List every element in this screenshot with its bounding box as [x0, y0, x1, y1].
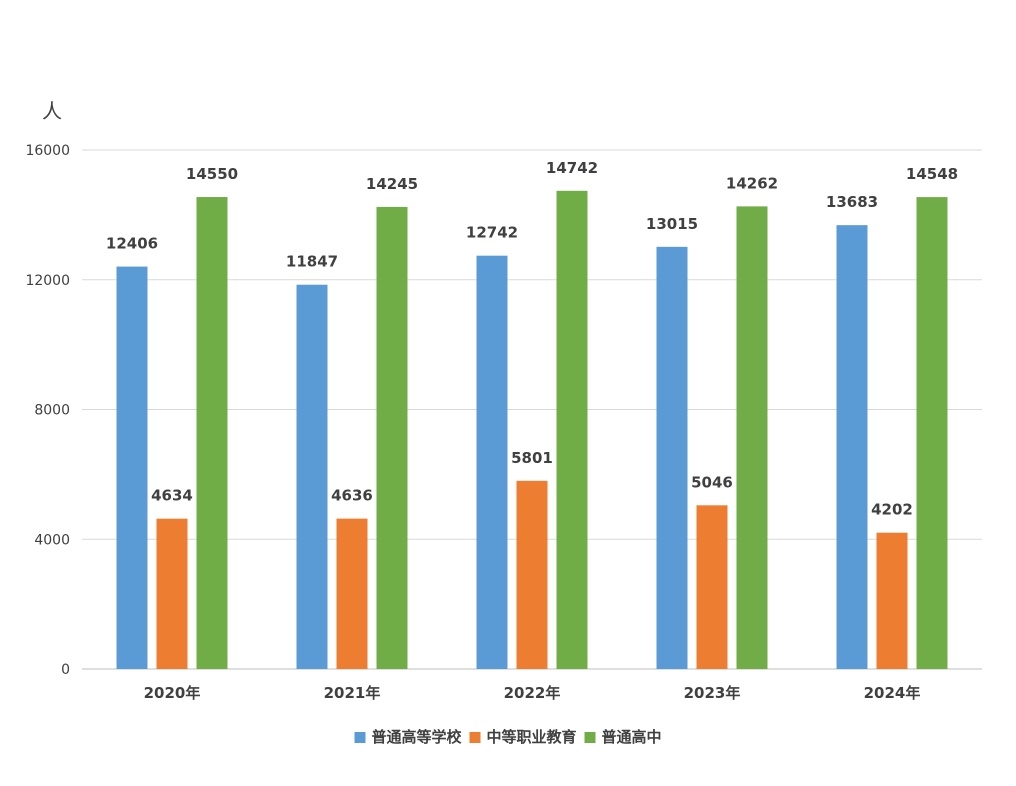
bar-2020年-中等职业教育: [156, 518, 188, 669]
data-label: 14245: [366, 175, 418, 193]
legend-swatch-普通高中: [584, 732, 596, 743]
bar-2023年-普通高等学校: [656, 246, 688, 670]
bar-2022年-中等职业教育: [516, 480, 548, 669]
data-label: 14742: [546, 159, 598, 177]
bar-2022年-普通高中: [556, 190, 588, 669]
x-category-label: 2024年: [864, 684, 921, 702]
y-tick-label: 8000: [34, 403, 70, 419]
data-label: 12406: [106, 235, 158, 253]
bar-2023年-普通高中: [736, 206, 768, 669]
data-label: 5046: [691, 473, 733, 491]
data-label: 14262: [726, 174, 778, 192]
data-label: 14550: [186, 165, 238, 183]
x-category-label: 2021年: [324, 684, 381, 702]
data-label: 4634: [151, 487, 193, 505]
x-axis-categories: 2020年 2021年 2022年 2023年 2024年: [144, 684, 921, 702]
y-axis-ticks: 0 4000 8000 12000 16000: [25, 143, 70, 678]
bars: [116, 190, 948, 670]
bar-2024年-普通高等学校: [836, 225, 868, 669]
legend-label: 普通高等学校: [372, 728, 463, 746]
legend-swatch-中等职业教育: [469, 732, 481, 743]
legend-label: 中等职业教育: [487, 728, 577, 746]
x-category-label: 2023年: [684, 684, 741, 702]
legend: 普通高等学校 中等职业教育 普通高中: [354, 728, 662, 746]
bar-2024年-中等职业教育: [876, 532, 908, 669]
data-label: 11847: [286, 253, 338, 271]
bar-2024年-普通高中: [916, 197, 948, 669]
y-tick-label: 4000: [34, 532, 70, 548]
bar-2022年-普通高等学校: [476, 255, 508, 669]
legend-swatch-普通高等学校: [354, 732, 366, 743]
data-label: 13683: [826, 193, 878, 211]
data-label: 12742: [466, 224, 518, 242]
x-category-label: 2022年: [504, 684, 561, 702]
y-tick-label: 16000: [25, 143, 70, 159]
bar-2021年-中等职业教育: [336, 518, 368, 669]
legend-label: 普通高中: [602, 728, 662, 746]
data-labels: 12406 4634 14550 11847 4636 14245 12742 5801 147…: [106, 159, 958, 519]
data-label: 4202: [871, 501, 913, 519]
bar-2021年-普通高中: [376, 206, 408, 670]
data-label: 14548: [906, 165, 958, 183]
bar-2020年-普通高等学校: [116, 266, 148, 669]
y-tick-label: 12000: [25, 273, 70, 289]
data-label: 13015: [646, 215, 698, 233]
data-label: 5801: [511, 449, 553, 467]
bar-2023年-中等职业教育: [696, 505, 728, 669]
data-label: 4636: [331, 487, 373, 505]
x-category-label: 2020年: [144, 684, 201, 702]
y-axis-unit-label: 人: [42, 99, 62, 123]
bar-2020年-普通高中: [196, 197, 228, 670]
gridlines: [82, 149, 982, 670]
bar-2021年-普通高等学校: [296, 284, 328, 669]
y-tick-label: 0: [61, 662, 70, 678]
